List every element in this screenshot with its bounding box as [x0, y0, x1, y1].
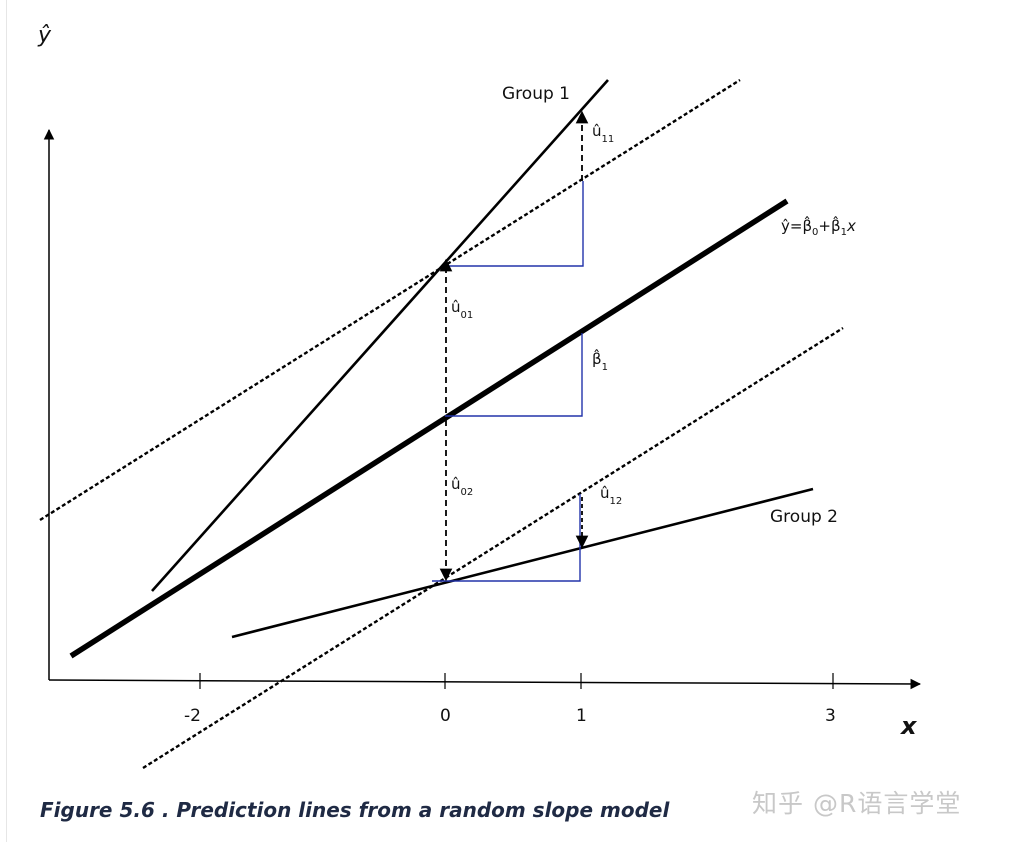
group1-intercept-dashed-line: [39, 78, 741, 522]
group1-line: [151, 79, 609, 592]
group2-line: [231, 487, 814, 639]
x-tick-label-neg2: -2: [184, 706, 201, 726]
x-tick-label-1: 1: [576, 706, 587, 726]
u02-label: û02: [451, 475, 473, 498]
regression-equation-label: ŷ=β̂0+β̂1x: [781, 215, 856, 238]
watermark: 知乎 @R语言学堂: [752, 789, 962, 818]
figure-caption: Figure 5.6 . Prediction lines from a ran…: [40, 798, 670, 822]
group2-label: Group 2: [770, 507, 838, 527]
x-tick-label-3: 3: [825, 706, 836, 726]
y-axis-label: ŷ: [37, 23, 52, 48]
average-regression-line: [69, 198, 789, 659]
group2-slope-triangle: [432, 494, 581, 582]
group1-label: Group 1: [502, 84, 570, 104]
u01-label: û01: [451, 298, 473, 321]
average-slope-triangle: [445, 333, 583, 417]
x-axis-label: x: [900, 712, 918, 740]
x-axis: [48, 678, 922, 690]
u11-label: û11: [592, 122, 614, 145]
beta1-label: β̂1: [592, 348, 608, 373]
page-left-border: [6, 0, 7, 842]
group1-slope-triangle: [443, 181, 584, 267]
x-tick-label-0: 0: [440, 706, 451, 726]
group2-intercept-dashed-line: [142, 326, 844, 770]
u12-label: û12: [600, 484, 622, 507]
